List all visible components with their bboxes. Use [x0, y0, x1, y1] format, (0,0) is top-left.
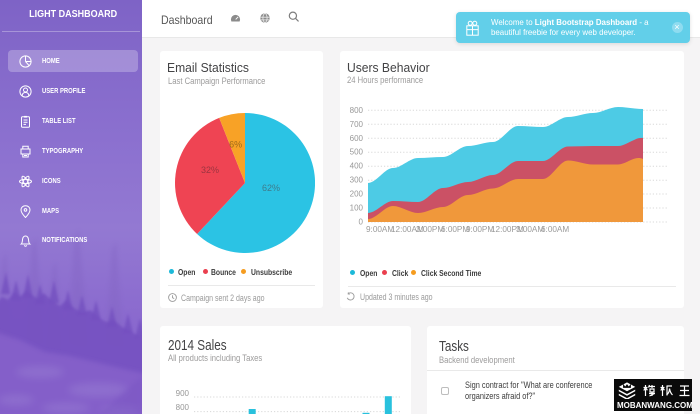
svg-text:200: 200 [350, 190, 364, 199]
svg-text:100: 100 [350, 204, 364, 213]
svg-text:800: 800 [176, 403, 190, 412]
svg-text:600: 600 [350, 134, 364, 143]
svg-text:900: 900 [176, 389, 190, 398]
svg-text:700: 700 [350, 120, 364, 129]
svg-text:32%: 32% [201, 165, 219, 175]
svg-text:6:00AM: 6:00AM [541, 225, 569, 234]
svg-text:12:00PM: 12:00PM [491, 225, 524, 234]
svg-text:400: 400 [350, 162, 364, 171]
svg-text:6%: 6% [229, 140, 242, 150]
svg-text:9:00PM: 9:00PM [466, 225, 494, 234]
svg-text:3:00AM: 3:00AM [516, 225, 544, 234]
svg-text:9:00AM: 9:00AM [366, 225, 394, 234]
svg-text:0: 0 [359, 218, 364, 227]
svg-text:300: 300 [350, 176, 364, 185]
svg-text:12:00AM: 12:00AM [391, 225, 424, 234]
svg-text:800: 800 [350, 106, 364, 115]
svg-text:62%: 62% [262, 183, 280, 193]
svg-text:6:00PM: 6:00PM [441, 225, 469, 234]
svg-text:3:00PM: 3:00PM [416, 225, 444, 234]
svg-text:500: 500 [350, 148, 364, 157]
